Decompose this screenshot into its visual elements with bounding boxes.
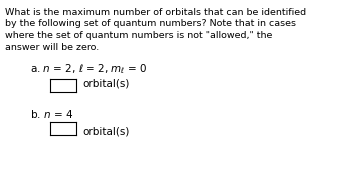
Text: answer will be zero.: answer will be zero.	[5, 42, 99, 52]
Text: where the set of quantum numbers is not "allowed," the: where the set of quantum numbers is not …	[5, 31, 272, 40]
Text: b. $n$ = 4: b. $n$ = 4	[30, 108, 73, 120]
Text: orbital(s): orbital(s)	[82, 126, 130, 136]
Text: orbital(s): orbital(s)	[82, 79, 130, 89]
Text: What is the maximum number of orbitals that can be identified: What is the maximum number of orbitals t…	[5, 8, 306, 17]
Text: by the following set of quantum numbers? Note that in cases: by the following set of quantum numbers?…	[5, 20, 296, 29]
Text: a. $n$ = 2, $\ell$ = 2, $m_\ell$ = 0: a. $n$ = 2, $\ell$ = 2, $m_\ell$ = 0	[30, 62, 147, 76]
